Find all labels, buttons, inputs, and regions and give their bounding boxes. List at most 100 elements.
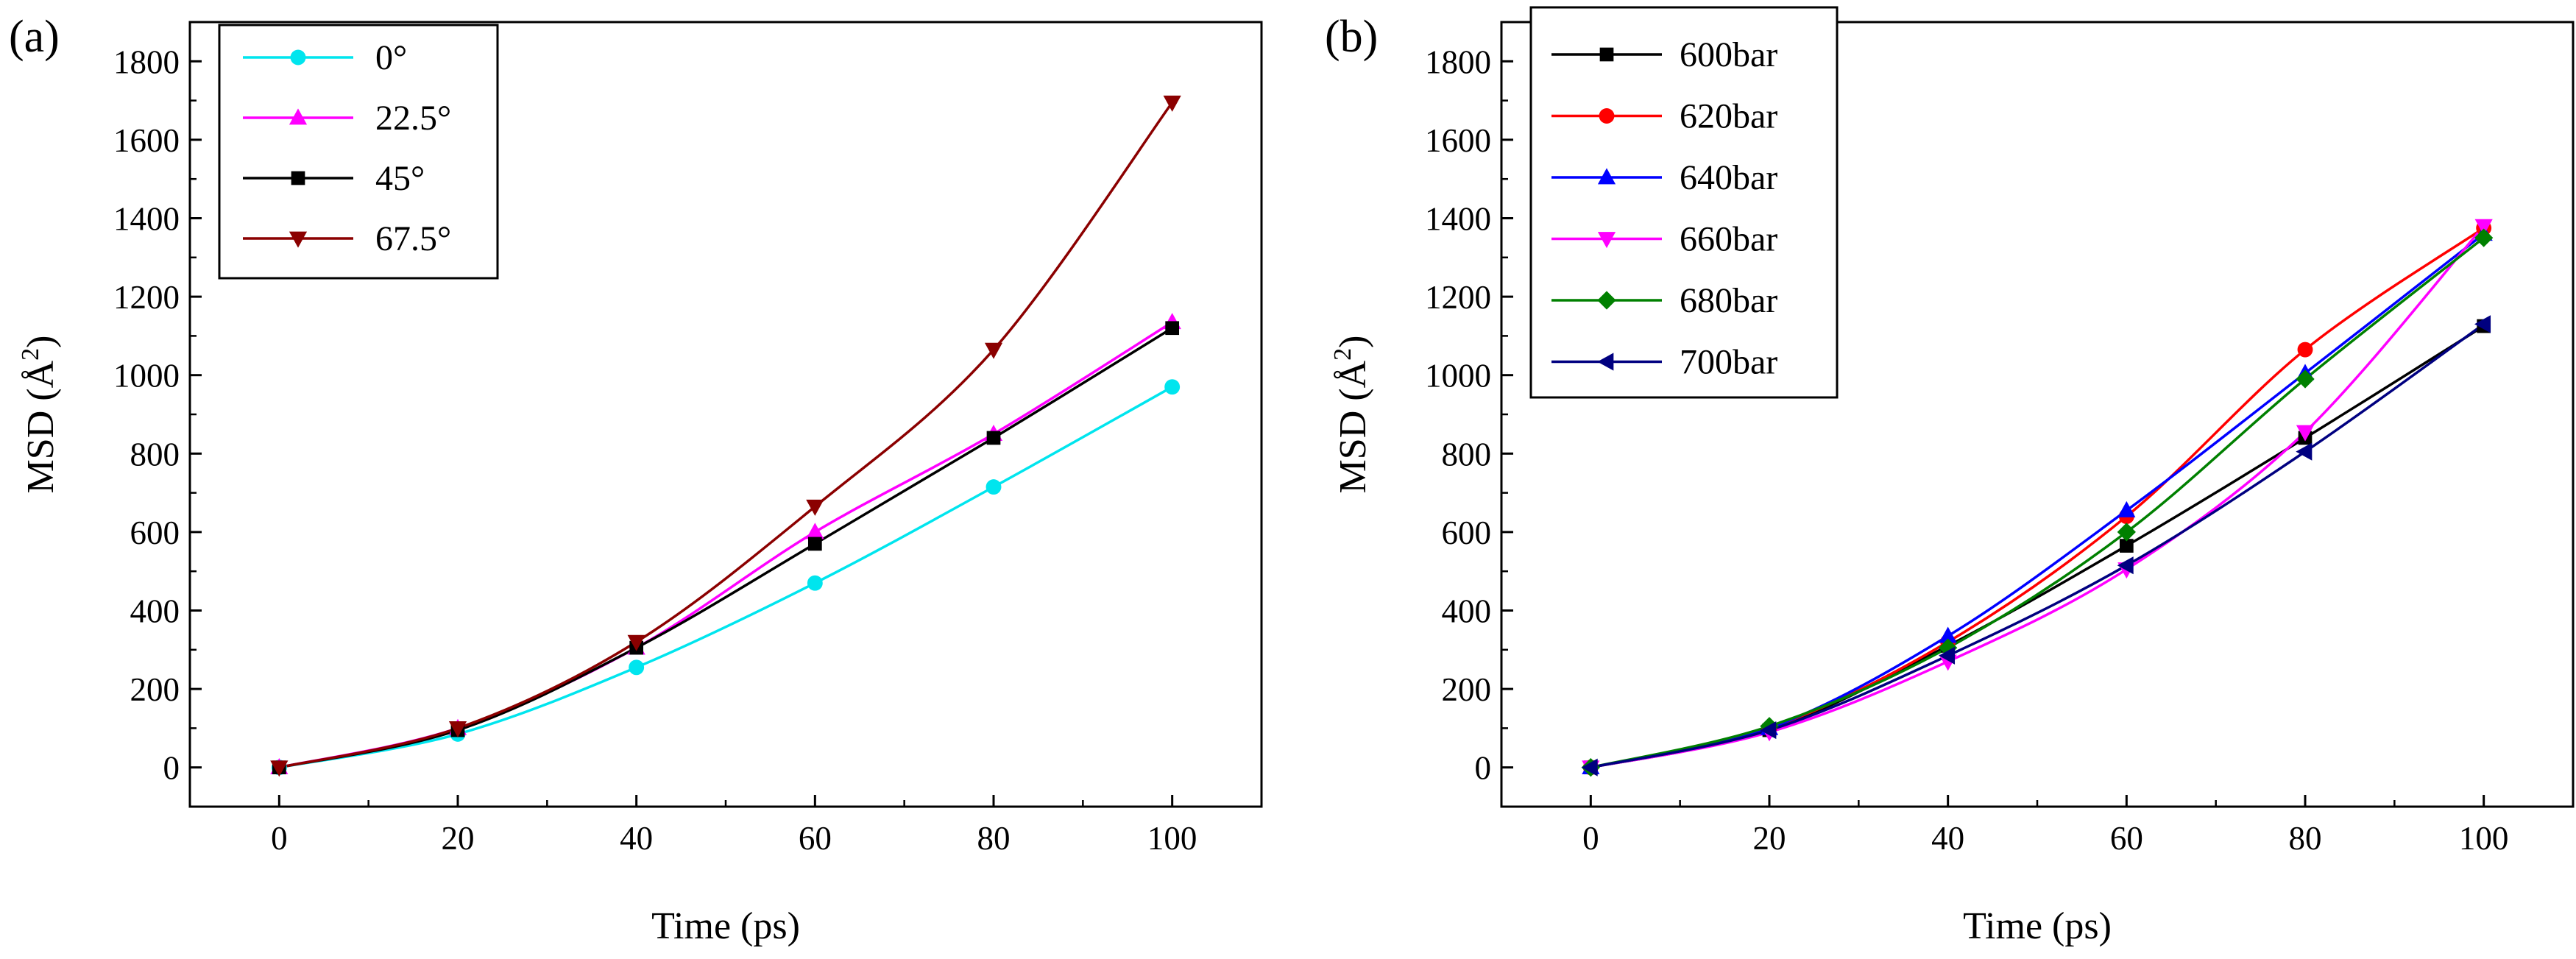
series-line-a-1 xyxy=(278,321,1173,769)
legend-label-b-0: 600bar xyxy=(1680,35,1777,74)
y-tick-label-a-5: 1000 xyxy=(113,358,180,394)
legend-item-a-2: 45° xyxy=(243,159,425,198)
y-axis-title-a-suffix: ) xyxy=(20,336,62,348)
legend-item-b-1: 620bar xyxy=(1551,97,1777,136)
data-point-b-5-1 xyxy=(1760,721,1777,740)
legend-marker-b-5 xyxy=(1597,353,1614,371)
series-markers-a xyxy=(270,95,1181,777)
y-tick-label-b-2: 400 xyxy=(1442,593,1492,630)
y-axis-title-a: MSD (Å2) xyxy=(17,336,62,494)
data-point-b-4-4 xyxy=(2296,369,2315,389)
data-point-b-3-5 xyxy=(2474,219,2493,236)
data-point-a-3-0 xyxy=(270,760,289,777)
data-point-a-0-3 xyxy=(807,575,823,591)
legend-label-b-2: 640bar xyxy=(1680,158,1777,197)
y-tick-label-a-6: 1200 xyxy=(113,279,180,316)
y-axis-title-a-prefix: MSD (Å xyxy=(20,360,62,493)
data-point-a-3-4 xyxy=(984,342,1003,359)
series-markers-b xyxy=(1581,219,2494,777)
legend-label-a-0: 0° xyxy=(375,38,407,77)
legend-label-b-3: 660bar xyxy=(1680,220,1777,259)
series-lines-b xyxy=(1590,225,2485,769)
y-tick-label-a-0: 0 xyxy=(163,750,180,787)
ticks-a xyxy=(190,60,1174,807)
panel-label-b: (b) xyxy=(1325,12,1378,62)
x-tick-label-a-5: 100 xyxy=(1147,820,1197,857)
legend-label-b-1: 620bar xyxy=(1680,97,1777,136)
y-axis-title-a-sup: 2 xyxy=(17,348,44,361)
panel-b: 0 20 40 60 80 1000200400600800100012001400160… xyxy=(1325,6,2575,947)
legend-label-a-1: 22.5° xyxy=(375,99,451,138)
legend-item-a-0: 0° xyxy=(243,38,407,77)
legend-marker-a-1 xyxy=(289,108,308,125)
legend-marker-b-0 xyxy=(1599,47,1614,62)
data-point-a-2-3 xyxy=(807,537,822,551)
legend-label-a-2: 45° xyxy=(375,159,425,198)
x-tick-label-a-4: 80 xyxy=(977,820,1011,857)
series-line-b-4 xyxy=(1590,236,2485,769)
data-point-b-5-2 xyxy=(1939,646,1956,665)
legend-item-b-3: 660bar xyxy=(1551,220,1777,259)
legend-marker-b-4 xyxy=(1597,291,1616,310)
legend-item-b-5: 700bar xyxy=(1551,343,1777,382)
legend-marker-a-0 xyxy=(290,49,306,66)
y-tick-label-b-0: 0 xyxy=(1475,750,1492,787)
tick-labels-b: 0 20 40 60 80 1000200400600800100012001400160… xyxy=(1425,43,2508,857)
legend-a: 0° 22.5° 45° 67.5° xyxy=(218,24,499,280)
legend-marker-b-3 xyxy=(1597,232,1616,249)
legend-item-b-0: 600bar xyxy=(1551,35,1777,74)
y-axis-title-b-suffix: ) xyxy=(1332,336,1374,348)
legend-item-b-2: 640bar xyxy=(1551,158,1777,197)
y-tick-label-a-3: 600 xyxy=(130,514,180,551)
x-tick-label-b-0: 0 xyxy=(1582,820,1599,857)
y-tick-label-a-4: 800 xyxy=(130,436,180,473)
y-axis-title-b: MSD (Å2) xyxy=(1329,336,1374,494)
legend-label-b-5: 700bar xyxy=(1680,343,1777,382)
data-point-b-2-2 xyxy=(1939,626,1957,643)
tick-labels-a: 0 20 40 60 80 1000200400600800100012001400160… xyxy=(113,43,1197,857)
legend-marker-b-1 xyxy=(1599,108,1615,124)
legend-item-a-1: 22.5° xyxy=(243,99,451,138)
series-line-a-0 xyxy=(279,386,1173,769)
data-point-b-0-3 xyxy=(2119,539,2134,553)
x-tick-label-b-5: 100 xyxy=(2459,820,2509,857)
data-point-a-3-3 xyxy=(806,499,824,516)
data-point-a-3-5 xyxy=(1163,95,1181,112)
y-axis-title-b-prefix: MSD (Å xyxy=(1332,360,1374,493)
y-tick-label-b-1: 200 xyxy=(1442,671,1492,708)
data-point-b-5-4 xyxy=(2296,442,2313,461)
x-tick-label-a-2: 40 xyxy=(620,820,653,857)
y-tick-label-b-5: 1000 xyxy=(1425,358,1491,394)
data-point-b-5-5 xyxy=(2474,315,2491,333)
ticks-b xyxy=(1501,60,2485,807)
legend-label-a-3: 67.5° xyxy=(375,219,451,258)
data-point-a-1-3 xyxy=(806,523,824,539)
x-axis-title-a: Time (ps) xyxy=(651,905,800,947)
data-point-b-5-3 xyxy=(2117,556,2134,575)
data-point-b-1-4 xyxy=(2297,342,2313,358)
series-line-a-2 xyxy=(278,327,1173,769)
data-point-b-3-4 xyxy=(2296,425,2315,442)
legend-box-b xyxy=(1529,6,1839,399)
data-point-a-2-5 xyxy=(1165,321,1180,336)
series-line-b-2 xyxy=(1590,233,2485,769)
data-point-a-2-4 xyxy=(986,431,1001,445)
y-tick-label-b-8: 1600 xyxy=(1425,122,1491,159)
y-tick-label-a-2: 400 xyxy=(130,593,180,630)
legend-b: 600bar 620bar 640bar 660bar 680bar 700bar xyxy=(1529,6,1839,399)
x-axis-title-b: Time (ps) xyxy=(1963,905,2112,947)
panel-a: 0 20 40 60 80 1000200400600800100012001400160… xyxy=(9,12,1263,947)
y-tick-label-b-7: 1400 xyxy=(1425,201,1491,238)
x-tick-label-b-4: 80 xyxy=(2289,820,2322,857)
legend-marker-a-3 xyxy=(289,231,308,248)
x-tick-label-a-3: 60 xyxy=(799,820,832,857)
legend-marker-b-2 xyxy=(1597,168,1616,185)
data-point-a-0-4 xyxy=(986,479,1002,495)
legend-marker-a-2 xyxy=(291,171,305,185)
y-tick-label-a-8: 1600 xyxy=(113,122,180,159)
y-tick-label-b-9: 1800 xyxy=(1425,43,1491,80)
data-point-a-3-1 xyxy=(448,721,467,738)
y-tick-label-b-3: 600 xyxy=(1442,514,1492,551)
x-tick-label-a-0: 0 xyxy=(271,820,288,857)
